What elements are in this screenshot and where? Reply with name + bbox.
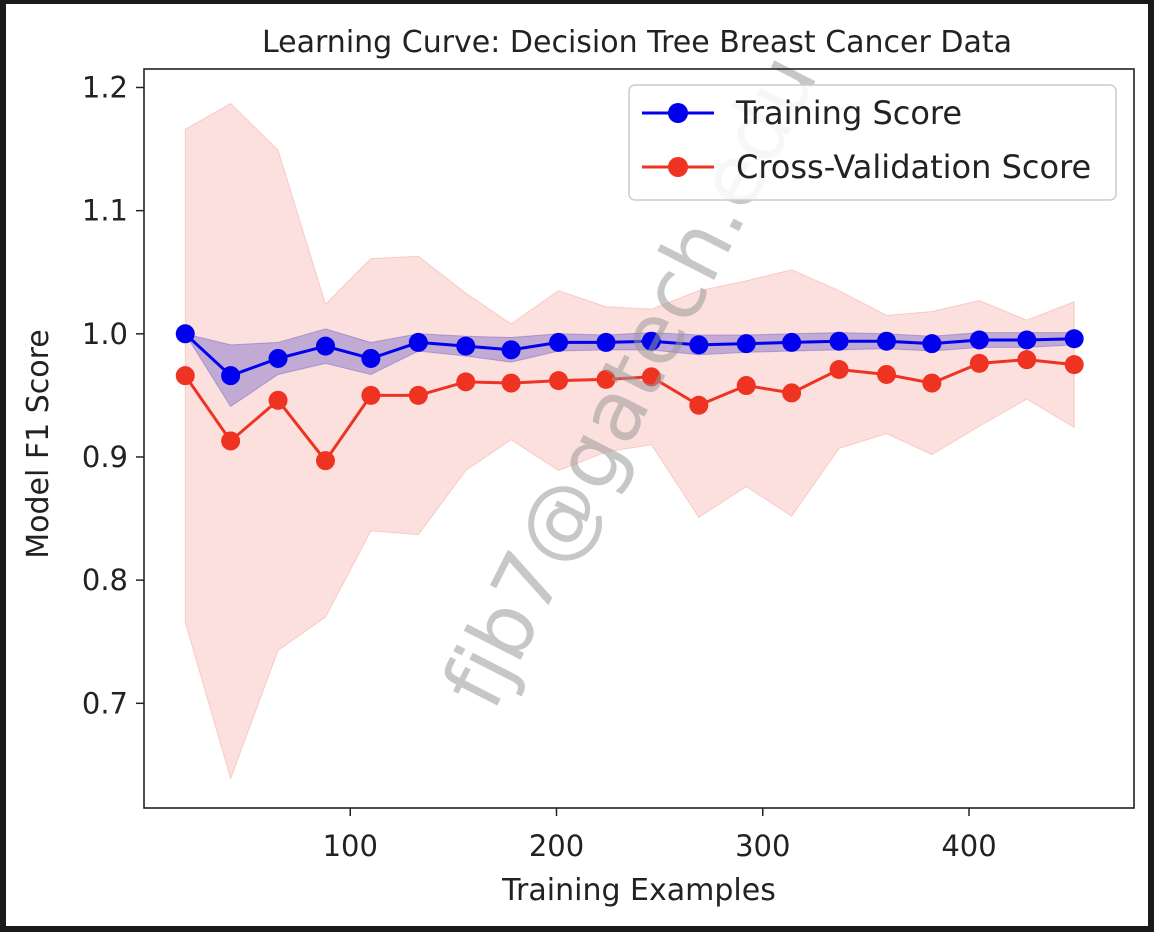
training-point bbox=[549, 332, 569, 352]
cross-validation-point bbox=[922, 373, 942, 393]
training-point bbox=[408, 332, 428, 352]
training-point bbox=[829, 331, 849, 351]
cross-validation-point bbox=[782, 383, 802, 403]
cross-validation-point bbox=[1064, 355, 1084, 375]
training-point bbox=[268, 348, 288, 368]
training-point bbox=[689, 335, 709, 355]
cross-validation-point bbox=[316, 451, 335, 471]
training-point bbox=[736, 334, 756, 354]
training-point bbox=[969, 330, 989, 350]
cross-validation-band bbox=[184, 102, 1075, 781]
legend: Training Score Cross-Validation Score bbox=[628, 84, 1117, 201]
cross-validation-point bbox=[221, 431, 241, 451]
cross-validation-point bbox=[877, 364, 896, 384]
cross-validation-point bbox=[689, 395, 709, 415]
cross-validation-point bbox=[361, 385, 381, 405]
training-point bbox=[501, 340, 521, 360]
x-tick-label: 200 bbox=[529, 829, 584, 863]
legend-label-training: Training Score bbox=[735, 94, 962, 132]
training-point bbox=[782, 332, 802, 352]
y-tick-label: 1.0 bbox=[82, 317, 128, 351]
x-tick-label: 300 bbox=[735, 829, 790, 863]
legend-marker-cross-validation bbox=[668, 157, 688, 177]
cross-validation-point bbox=[736, 376, 756, 396]
training-point bbox=[641, 331, 661, 351]
legend-marker-training bbox=[668, 103, 688, 123]
y-tick-label: 0.7 bbox=[82, 686, 128, 720]
x-tick-label: 400 bbox=[941, 829, 996, 863]
training-point bbox=[316, 336, 335, 356]
cross-validation-point bbox=[268, 390, 288, 410]
y-tick-label: 1.1 bbox=[82, 194, 128, 228]
training-point bbox=[175, 324, 195, 344]
training-point bbox=[1064, 329, 1084, 349]
x-axis-ticks: 100 200 300 400 bbox=[323, 808, 997, 863]
y-tick-label: 1.2 bbox=[82, 70, 128, 104]
x-axis-title: Training Examples bbox=[501, 873, 776, 908]
series-layer bbox=[175, 324, 1084, 471]
cross-validation-point bbox=[829, 360, 849, 380]
cross-validation-point bbox=[596, 369, 616, 389]
training-point bbox=[456, 336, 476, 356]
y-axis-ticks: 0.7 0.8 0.9 1.0 1.1 1.2 bbox=[82, 70, 144, 720]
y-tick-label: 0.8 bbox=[82, 563, 128, 597]
cross-validation-point bbox=[549, 371, 569, 391]
training-point bbox=[922, 334, 942, 354]
learning-curve-chart: Learning Curve: Decision Tree Breast Can… bbox=[21, 25, 1135, 908]
cross-validation-point bbox=[501, 373, 521, 393]
legend-label-cross-validation: Cross-Validation Score bbox=[736, 148, 1091, 186]
cross-validation-point bbox=[1017, 350, 1037, 370]
training-point bbox=[221, 366, 241, 386]
cross-validation-point bbox=[456, 372, 476, 392]
band-layer bbox=[184, 102, 1075, 781]
cross-validation-point bbox=[175, 366, 195, 386]
training-point bbox=[877, 331, 896, 351]
training-point bbox=[361, 348, 381, 368]
legend-box bbox=[628, 84, 1117, 201]
cross-validation-point bbox=[641, 367, 661, 387]
x-tick-label: 100 bbox=[323, 829, 378, 863]
chart-title: Learning Curve: Decision Tree Breast Can… bbox=[262, 25, 1012, 60]
training-point bbox=[596, 332, 616, 352]
figure-frame: Learning Curve: Decision Tree Breast Can… bbox=[6, 4, 1148, 926]
cross-validation-point bbox=[408, 385, 428, 405]
y-tick-label: 0.9 bbox=[82, 440, 128, 474]
y-axis-title: Model F1 Score bbox=[21, 329, 56, 559]
training-point bbox=[1017, 330, 1037, 350]
cross-validation-point bbox=[969, 353, 989, 373]
plot-area-frame bbox=[143, 68, 1135, 809]
